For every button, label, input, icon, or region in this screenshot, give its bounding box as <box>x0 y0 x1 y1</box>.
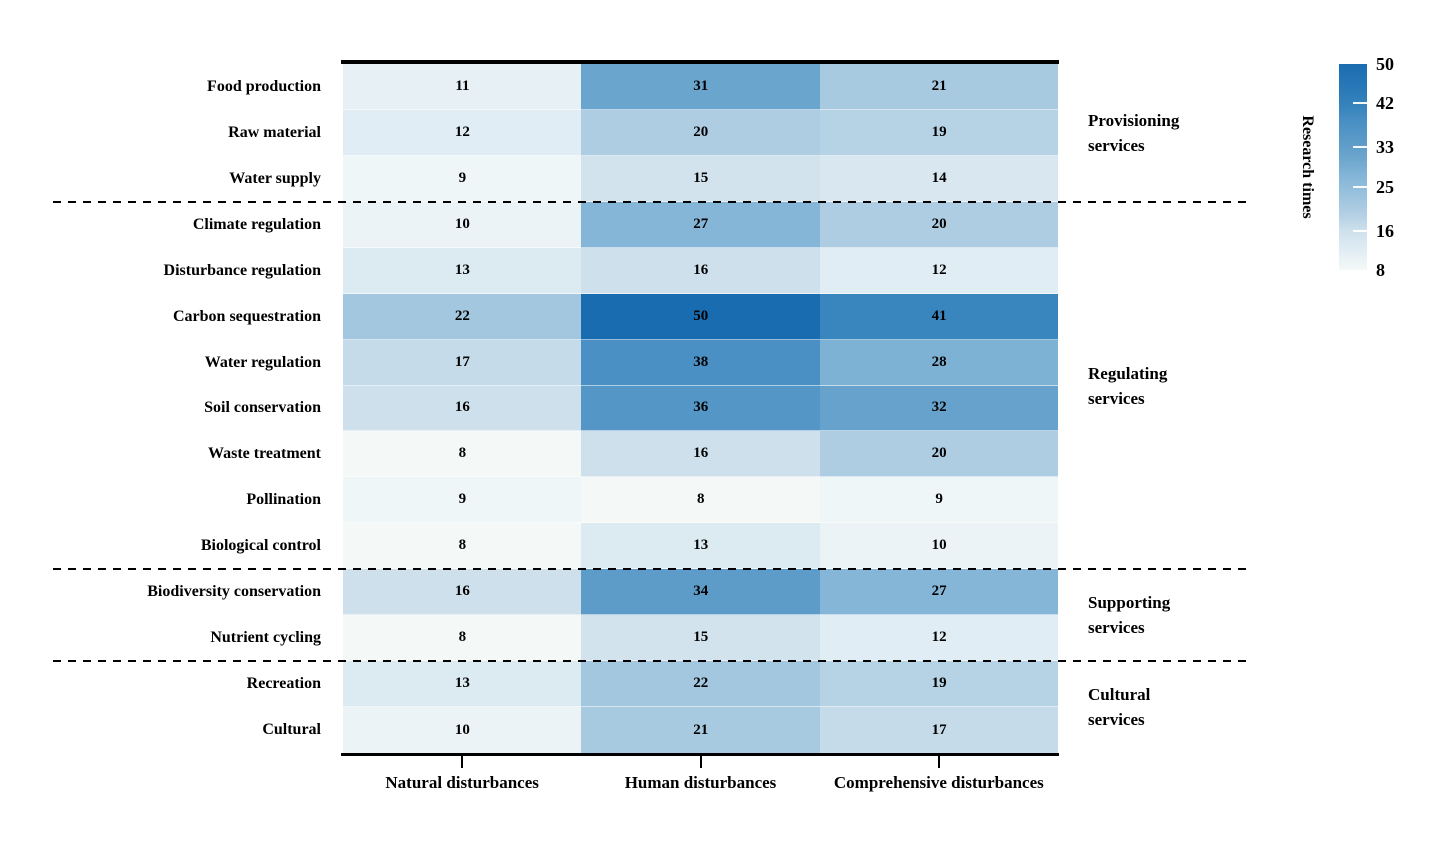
service-group-label-line: services <box>1088 710 1145 730</box>
heatmap-cell: 16 <box>581 247 821 294</box>
heatmap-cell: 19 <box>819 661 1059 708</box>
heatmap-cell: 41 <box>819 293 1059 340</box>
colorbar-tick-label: 8 <box>1376 260 1385 280</box>
heatmap-cell: 21 <box>581 707 821 753</box>
row-label: Waste treatment <box>208 445 321 463</box>
heatmap-cell: 16 <box>343 569 582 616</box>
service-group-label: Regulating services <box>1088 361 1167 411</box>
service-group-label: Supporting services <box>1088 590 1170 640</box>
heatmap-cell: 22 <box>581 661 821 708</box>
heatmap-cell: 15 <box>581 155 821 202</box>
heatmap-cell: 17 <box>343 339 582 386</box>
heatmap-cell: 8 <box>343 523 582 570</box>
group-separator-dashed-line <box>53 568 1250 571</box>
x-axis-label: Comprehensive disturbances <box>833 773 1044 792</box>
row-label: Food production <box>207 77 321 95</box>
heatmap-cell: 36 <box>581 385 821 432</box>
heatmap-cell: 34 <box>581 569 821 616</box>
heatmap-cell: 38 <box>581 339 821 386</box>
x-axis-tick <box>461 756 464 768</box>
heatmap-cell: 10 <box>343 201 582 248</box>
colorbar-tick-label: 16 <box>1376 220 1394 241</box>
service-group-label-line: Provisioning <box>1088 110 1180 130</box>
row-label: Raw material <box>228 123 321 141</box>
heatmap-cell: 10 <box>819 523 1059 570</box>
colorbar-tick <box>1353 185 1367 188</box>
row-label: Water regulation <box>204 353 321 371</box>
colorbar-tick-label: 50 <box>1376 54 1394 74</box>
heatmap-cell: 17 <box>819 707 1059 753</box>
service-group-label-line: Supporting <box>1088 593 1171 613</box>
service-group-label-line: services <box>1088 135 1145 155</box>
heatmap-cell: 14 <box>819 155 1059 202</box>
heatmap-cell: 19 <box>819 109 1059 156</box>
row-label: Disturbance regulation <box>163 261 321 279</box>
row-label: Water supply <box>229 169 321 187</box>
service-group-label-line: Cultural <box>1088 685 1151 705</box>
service-group-label-line: Regulating <box>1088 363 1168 383</box>
group-separator-dashed-line <box>53 200 1250 203</box>
heatmap-cell: 15 <box>581 615 821 662</box>
heatmap-cell: 20 <box>819 201 1059 248</box>
heatmap-cell: 13 <box>581 523 821 570</box>
heatmap-cell: 32 <box>819 385 1059 432</box>
colorbar-tick-label: 25 <box>1376 176 1394 197</box>
service-group-label: Cultural services <box>1088 682 1150 732</box>
heatmap-cell: 12 <box>343 109 582 156</box>
colorbar-tick <box>1353 146 1367 149</box>
row-label: Pollination <box>246 491 321 509</box>
heatmap-cell: 8 <box>581 477 821 524</box>
colorbar-title: Research times <box>1299 115 1316 219</box>
heatmap-cell: 27 <box>819 569 1059 616</box>
heatmap-cell: 9 <box>819 477 1059 524</box>
heatmap-cell: 9 <box>343 477 582 524</box>
heatmap-cell: 50 <box>581 293 821 340</box>
row-label: Recreation <box>246 675 321 693</box>
colorbar-tick-label: 33 <box>1376 137 1394 158</box>
row-label: Nutrient cycling <box>210 629 321 647</box>
heatmap-cell: 13 <box>343 661 582 708</box>
row-label: Cultural <box>262 721 321 739</box>
heatmap-cell: 16 <box>343 385 582 432</box>
colorbar-tick <box>1353 229 1367 232</box>
heatmap-cell: 20 <box>581 109 821 156</box>
service-group-label-line: services <box>1088 618 1145 638</box>
service-group-label: Provisioning services <box>1088 108 1179 158</box>
group-separator-dashed-line <box>53 660 1250 663</box>
x-axis-label: Human disturbances <box>624 773 777 792</box>
row-label: Biodiversity conservation <box>147 583 321 601</box>
colorbar-tick <box>1353 102 1367 105</box>
x-axis-tick <box>699 756 702 768</box>
heatmap-cell: 22 <box>343 293 582 340</box>
heatmap-cell: 27 <box>581 201 821 248</box>
heatmap-cell: 8 <box>343 615 582 662</box>
colorbar-tick-label: 42 <box>1376 93 1394 114</box>
heatmap-cell: 28 <box>819 339 1059 386</box>
heatmap-cell: 20 <box>819 431 1059 478</box>
colorbar <box>1339 64 1367 270</box>
heatmap-cell: 9 <box>343 155 582 202</box>
heatmap-cell: 16 <box>581 431 821 478</box>
heatmap-cell: 13 <box>343 247 582 294</box>
row-label: Carbon sequestration <box>172 307 321 325</box>
heatmap-cell: 21 <box>819 64 1059 110</box>
heatmap-cell: 8 <box>343 431 582 478</box>
heatmap-cell: 12 <box>819 615 1059 662</box>
row-label: Climate regulation <box>192 215 321 233</box>
heatmap-cell: 11 <box>343 64 582 110</box>
heatmap-cell: 10 <box>343 707 582 753</box>
top-axis-line <box>341 60 1059 64</box>
row-label: Soil conservation <box>204 399 321 417</box>
x-axis-tick <box>937 756 940 768</box>
heatmap-cell: 31 <box>581 64 821 110</box>
x-axis-label: Natural disturbances <box>385 773 539 792</box>
bottom-axis-line <box>341 753 1059 756</box>
service-group-label-line: services <box>1088 388 1145 408</box>
heatmap-cell: 12 <box>819 247 1059 294</box>
row-label: Biological control <box>200 537 321 555</box>
